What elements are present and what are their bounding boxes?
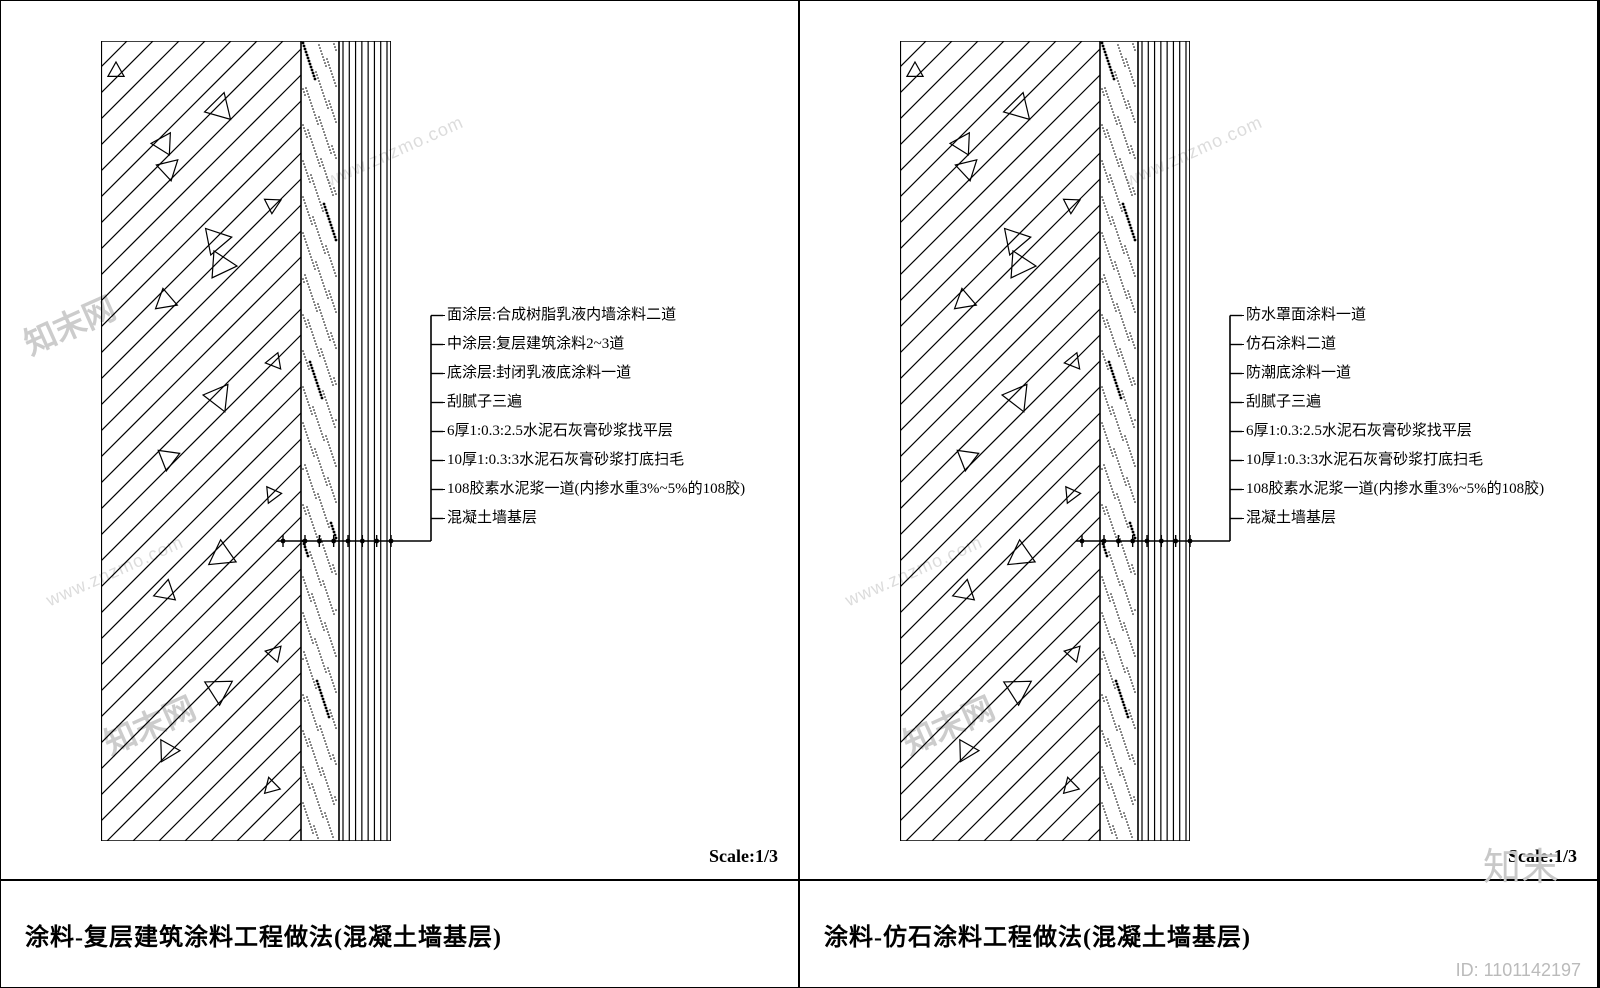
layer-callouts-right: 防水罩面涂料一道仿石涂料二道防潮底涂料一道刮腻子三遍 6厚1:0.3:2.5水泥石… [1230, 301, 1544, 533]
leader-dash [431, 315, 445, 316]
layer-text: 防水罩面涂料一道 [1246, 308, 1366, 323]
layer-label: 面涂层:合成树脂乳液内墙涂料二道 [431, 301, 745, 330]
layer-text: 10厚1:0.3:3水泥石灰膏砂浆打底扫毛 [1246, 453, 1483, 468]
layer-text: 10厚1:0.3:3水泥石灰膏砂浆打底扫毛 [447, 453, 684, 468]
wall-section-right [900, 41, 1190, 841]
layer-text: 6厚1:0.3:2.5水泥石灰膏砂浆找平层 [447, 424, 673, 439]
panel-right: www.znzmo.com www.znzmo.com 知末网 防水罩面涂料一道… [800, 1, 1599, 881]
layer-text: 中涂层:复层建筑涂料2~3道 [447, 337, 624, 352]
leader-dash [1230, 460, 1244, 461]
layer-text: 防潮底涂料一道 [1246, 366, 1351, 381]
leader-dash [1230, 373, 1244, 374]
layer-text: 刮腻子三遍 [1246, 395, 1321, 410]
leader-dash [431, 489, 445, 490]
bottom-logo: 知末 [1483, 836, 1559, 891]
page: www.znzmo.com www.znzmo.com 知末网 知末网 面涂层:… [0, 0, 1600, 988]
layer-text: 混凝土墙基层 [447, 511, 537, 526]
scale-label: Scale:1/3 [709, 846, 778, 867]
leader-dash [1230, 315, 1244, 316]
layer-text: 6厚1:0.3:2.5水泥石灰膏砂浆找平层 [1246, 424, 1472, 439]
leader-dash [1230, 431, 1244, 432]
leader-dash [431, 431, 445, 432]
layer-label: 防潮底涂料一道 [1230, 359, 1544, 388]
layer-text: 108胶素水泥浆一道(内掺水重3%~5%的108胶) [447, 482, 745, 497]
layer-text: 刮腻子三遍 [447, 395, 522, 410]
image-id: ID: 1101142197 [1456, 960, 1581, 981]
leader-dash [1230, 344, 1244, 345]
layer-label: 混凝土墙基层 [1230, 504, 1544, 533]
layer-label: 仿石涂料二道 [1230, 330, 1544, 359]
leader-dash [431, 344, 445, 345]
layer-label: 6厚1:0.3:2.5水泥石灰膏砂浆找平层 [1230, 417, 1544, 446]
layer-text: 面涂层:合成树脂乳液内墙涂料二道 [447, 308, 676, 323]
panel-left: www.znzmo.com www.znzmo.com 知末网 知末网 面涂层:… [1, 1, 800, 881]
leader-dash [1230, 489, 1244, 490]
layer-label: 10厚1:0.3:3水泥石灰膏砂浆打底扫毛 [431, 446, 745, 475]
layer-label: 底涂层:封闭乳液底涂料一道 [431, 359, 745, 388]
layer-label: 108胶素水泥浆一道(内掺水重3%~5%的108胶) [1230, 475, 1544, 504]
layer-label: 中涂层:复层建筑涂料2~3道 [431, 330, 745, 359]
layer-label: 刮腻子三遍 [431, 388, 745, 417]
layer-label: 10厚1:0.3:3水泥石灰膏砂浆打底扫毛 [1230, 446, 1544, 475]
leader-dash [1230, 518, 1244, 519]
wall-section-left [101, 41, 391, 841]
layer-label: 混凝土墙基层 [431, 504, 745, 533]
layer-text: 仿石涂料二道 [1246, 337, 1336, 352]
layer-callouts-left: 面涂层:合成树脂乳液内墙涂料二道中涂层:复层建筑涂料2~3道底涂层:封闭乳液底涂… [431, 301, 745, 533]
layer-label: 防水罩面涂料一道 [1230, 301, 1544, 330]
leader-dash [1230, 402, 1244, 403]
leader-dash [431, 460, 445, 461]
leader-dash [431, 373, 445, 374]
layer-label: 6厚1:0.3:2.5水泥石灰膏砂浆找平层 [431, 417, 745, 446]
layer-label: 108胶素水泥浆一道(内掺水重3%~5%的108胶) [431, 475, 745, 504]
leader-dash [431, 518, 445, 519]
layer-text: 底涂层:封闭乳液底涂料一道 [447, 366, 631, 381]
layer-label: 刮腻子三遍 [1230, 388, 1544, 417]
leader-dash [431, 402, 445, 403]
title-left: 涂料-复层建筑涂料工程做法(混凝土墙基层) [1, 881, 800, 987]
layer-text: 108胶素水泥浆一道(内掺水重3%~5%的108胶) [1246, 482, 1544, 497]
layer-text: 混凝土墙基层 [1246, 511, 1336, 526]
